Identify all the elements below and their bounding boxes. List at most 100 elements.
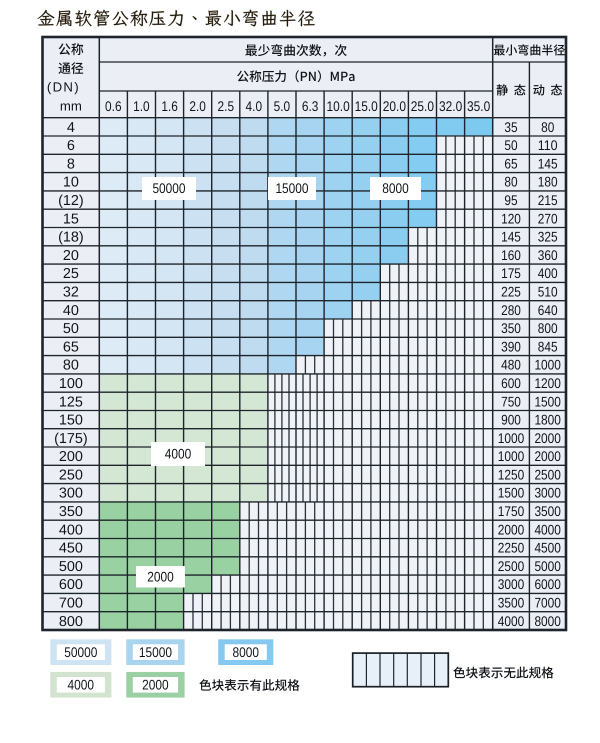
svg-text:110: 110	[538, 137, 558, 153]
svg-text:8: 8	[67, 156, 75, 172]
svg-text:7000: 7000	[534, 595, 561, 611]
svg-text:100: 100	[59, 376, 83, 392]
svg-text:2000: 2000	[142, 677, 169, 693]
svg-text:1000: 1000	[498, 430, 525, 446]
svg-text:32: 32	[63, 285, 79, 301]
svg-text:3000: 3000	[498, 576, 525, 592]
svg-text:(DN): (DN)	[47, 80, 80, 95]
svg-text:0.6: 0.6	[105, 98, 122, 114]
svg-text:95: 95	[504, 192, 517, 208]
svg-text:2500: 2500	[498, 558, 525, 574]
svg-text:mm: mm	[60, 99, 82, 114]
svg-text:2000: 2000	[498, 521, 525, 537]
svg-text:150: 150	[59, 413, 83, 429]
svg-text:160: 160	[501, 247, 521, 263]
svg-text:20.0: 20.0	[383, 98, 406, 114]
svg-text:400: 400	[59, 522, 83, 538]
svg-text:5000: 5000	[534, 558, 561, 574]
svg-text:1750: 1750	[498, 503, 525, 519]
svg-text:10.0: 10.0	[327, 98, 350, 114]
svg-text:120: 120	[501, 210, 521, 226]
svg-text:40: 40	[63, 303, 79, 319]
svg-text:65: 65	[504, 155, 517, 171]
svg-text:15000: 15000	[275, 180, 308, 196]
svg-text:32.0: 32.0	[439, 98, 462, 114]
svg-text:1000: 1000	[534, 357, 561, 373]
svg-text:1800: 1800	[534, 412, 561, 428]
svg-text:15: 15	[63, 211, 79, 227]
svg-text:50: 50	[63, 321, 79, 337]
svg-text:325: 325	[538, 229, 558, 245]
svg-text:(18): (18)	[58, 230, 84, 246]
svg-text:845: 845	[538, 338, 558, 354]
svg-text:200: 200	[59, 449, 83, 465]
svg-text:4000: 4000	[498, 613, 525, 629]
svg-text:400: 400	[538, 265, 558, 281]
svg-text:8000: 8000	[382, 180, 409, 196]
svg-text:480: 480	[501, 357, 521, 373]
svg-text:1200: 1200	[534, 375, 561, 391]
svg-text:35: 35	[504, 119, 517, 135]
svg-text:700: 700	[59, 596, 83, 612]
svg-text:2000: 2000	[147, 569, 174, 585]
svg-text:6: 6	[67, 138, 75, 154]
svg-text:2500: 2500	[534, 466, 561, 482]
svg-text:145: 145	[501, 229, 521, 245]
svg-text:4000: 4000	[68, 677, 95, 693]
svg-text:390: 390	[501, 338, 521, 354]
svg-text:500: 500	[59, 559, 83, 575]
svg-text:25: 25	[63, 266, 79, 282]
svg-text:4.0: 4.0	[246, 98, 263, 114]
svg-text:(12): (12)	[58, 193, 84, 209]
svg-text:145: 145	[538, 155, 558, 171]
svg-text:6.3: 6.3	[302, 98, 319, 114]
svg-text:20: 20	[63, 248, 79, 264]
svg-text:1500: 1500	[534, 393, 561, 409]
svg-text:640: 640	[538, 302, 558, 318]
svg-text:80: 80	[63, 358, 79, 374]
svg-text:1.6: 1.6	[161, 98, 178, 114]
svg-text:8000: 8000	[534, 613, 561, 629]
svg-text:1500: 1500	[498, 485, 525, 501]
svg-text:50000: 50000	[152, 180, 185, 196]
svg-text:80: 80	[541, 119, 554, 135]
svg-text:510: 510	[538, 284, 558, 300]
svg-text:2250: 2250	[498, 540, 525, 556]
svg-text:215: 215	[538, 192, 558, 208]
svg-text:3000: 3000	[534, 485, 561, 501]
svg-text:350: 350	[59, 504, 83, 520]
svg-text:360: 360	[538, 247, 558, 263]
svg-text:4500: 4500	[534, 540, 561, 556]
svg-text:10: 10	[63, 175, 79, 191]
svg-text:80: 80	[504, 174, 517, 190]
svg-text:4000: 4000	[534, 521, 561, 537]
svg-text:3500: 3500	[534, 503, 561, 519]
svg-text:50000: 50000	[64, 644, 97, 660]
svg-text:50: 50	[504, 137, 517, 153]
svg-text:(175): (175)	[54, 431, 88, 447]
svg-text:125: 125	[59, 394, 83, 410]
svg-text:4: 4	[67, 120, 75, 136]
svg-text:225: 225	[501, 284, 521, 300]
svg-text:6000: 6000	[534, 576, 561, 592]
svg-text:600: 600	[59, 577, 83, 593]
svg-text:15.0: 15.0	[355, 98, 378, 114]
svg-text:65: 65	[63, 339, 79, 355]
svg-text:450: 450	[59, 541, 83, 557]
svg-text:350: 350	[501, 320, 521, 336]
svg-text:250: 250	[59, 467, 83, 483]
svg-text:1.0: 1.0	[133, 98, 150, 114]
svg-text:35.0: 35.0	[467, 98, 490, 114]
svg-text:4000: 4000	[165, 446, 192, 462]
svg-text:25.0: 25.0	[411, 98, 434, 114]
svg-text:175: 175	[501, 265, 521, 281]
svg-text:800: 800	[59, 614, 83, 630]
svg-text:280: 280	[501, 302, 521, 318]
svg-text:8000: 8000	[233, 644, 260, 660]
svg-text:750: 750	[501, 393, 521, 409]
svg-text:800: 800	[538, 320, 558, 336]
svg-text:1000: 1000	[498, 448, 525, 464]
svg-text:300: 300	[59, 486, 83, 502]
svg-text:2.0: 2.0	[189, 98, 206, 114]
svg-text:600: 600	[501, 375, 521, 391]
